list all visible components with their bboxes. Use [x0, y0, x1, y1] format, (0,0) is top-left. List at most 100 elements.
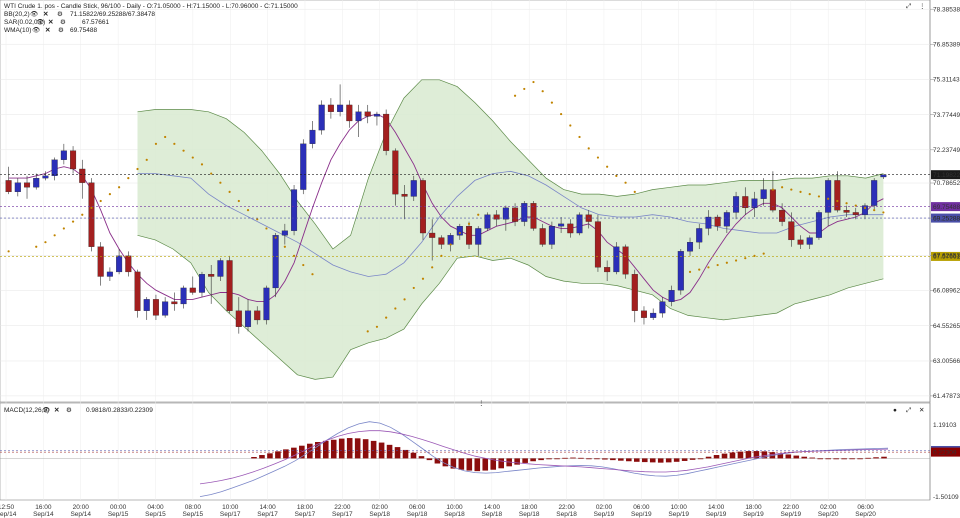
bollinger-lower-line [137, 234, 884, 380]
x-tick-time: 02:00 [372, 504, 389, 511]
macd-histogram-bar [737, 451, 744, 459]
price-level-label: 69.75488 [933, 204, 960, 211]
gear-icon[interactable]: ⚙ [60, 18, 66, 26]
panel-resize-handle[interactable]: ⋮ [478, 400, 485, 407]
sar-dot [283, 245, 286, 248]
price-axis: 78.38538 76.85389 75.31143 73.77449 72.23749… [930, 6, 960, 501]
sar-dot [35, 245, 38, 248]
candle-body [24, 182, 31, 188]
sar-dot [145, 158, 148, 161]
candle-body [447, 235, 454, 245]
candle-body [42, 175, 49, 179]
sar-dot [541, 90, 544, 93]
macd-histogram-bar [490, 458, 497, 470]
main-panel-controls: ⤢ ⋮ [906, 3, 926, 10]
eye-icon[interactable]: 👁 [36, 18, 45, 26]
gear-icon[interactable]: ⚙ [66, 406, 72, 414]
candle-body [245, 310, 252, 327]
close-icon[interactable]: ✕ [919, 407, 924, 414]
y-tick-label: 70.78652 [933, 180, 960, 187]
gear-icon[interactable]: ⚙ [57, 10, 63, 18]
macd-histogram-bar [833, 458, 839, 460]
macd-histogram-bar [777, 453, 784, 459]
indicator-label: WMA(10) [4, 27, 31, 34]
x-tick-date: Sep/18 [444, 511, 465, 518]
close-icon[interactable]: ✕ [48, 19, 54, 26]
macd-histogram-bar [434, 458, 441, 464]
sar-dot [560, 112, 563, 116]
macd-histogram-bar [801, 456, 808, 459]
x-tick-time: 02:00 [820, 504, 837, 511]
chart-header: WTI Crude 1. pos - Candle Stick, 96/100 … [4, 3, 298, 34]
gear-icon[interactable]: ⚙ [58, 26, 64, 34]
close-icon[interactable]: ✕ [54, 407, 60, 414]
menu-icon[interactable]: ⋮ [919, 3, 926, 10]
candle-body [797, 239, 804, 245]
sar-dot [716, 263, 719, 267]
y-tick-label: 67.62653 [933, 252, 960, 259]
close-icon[interactable]: ✕ [45, 27, 51, 34]
current-price-label: 71.19822 [933, 172, 960, 179]
macd-histogram-bar [857, 458, 863, 460]
x-tick-time: 10:00 [222, 504, 239, 511]
candle-body [309, 129, 316, 144]
macd-histogram-bar [530, 458, 536, 462]
y-tick-label: 78.38538 [933, 6, 960, 13]
x-tick-time: 22:00 [558, 504, 575, 511]
close-icon[interactable]: ✕ [43, 11, 49, 18]
macd-signal-line [199, 430, 889, 485]
x-tick-time: 02:00 [596, 504, 613, 511]
candle-body [466, 226, 473, 245]
macd-histogram-bar [466, 458, 473, 471]
sar-dot [7, 250, 10, 253]
sar-dot [136, 167, 139, 171]
macd-histogram-bar [418, 456, 425, 459]
expand-icon[interactable]: ⤢ [906, 407, 912, 414]
macd-histogram-bar [657, 458, 664, 463]
candle-body [769, 189, 776, 211]
sar-dot [707, 266, 710, 269]
candle-body [97, 246, 104, 277]
expand-icon[interactable]: ⤢ [906, 3, 912, 10]
candle-body [79, 168, 86, 183]
eye-icon[interactable]: 👁 [42, 406, 51, 414]
eye-icon[interactable]: 👁 [30, 10, 39, 18]
macd-histogram-bar [578, 457, 584, 459]
sar-dot [817, 195, 821, 198]
current-price-tag [931, 170, 960, 180]
candle-body [779, 209, 786, 222]
macd-label: MACD(12,26,9) [4, 407, 49, 414]
macd-histogram-bar [338, 438, 345, 459]
sar-dot [863, 206, 867, 209]
candle-body [843, 209, 850, 213]
sar-dot [467, 222, 471, 225]
indicator-values: 67.57661 [82, 19, 109, 26]
candle-body [733, 196, 740, 213]
x-tick-time: 22:00 [334, 504, 351, 511]
candle-body [502, 207, 509, 220]
candle-body [401, 193, 408, 197]
candle-body [548, 226, 555, 245]
sar-dot [854, 204, 857, 207]
macd-histogram-bar [514, 458, 520, 465]
bollinger-upper-line [137, 79, 884, 250]
x-tick-date: Sep/17 [220, 511, 241, 518]
macd-histogram-bar [697, 458, 704, 460]
sar-dot [615, 174, 618, 177]
sar-dot [477, 213, 480, 216]
sar-dot [246, 209, 250, 212]
x-tick-date: Sep/17 [295, 511, 316, 518]
macd-histogram-bar [841, 458, 847, 460]
macd-histogram-bar [330, 439, 337, 459]
sar-dot [81, 213, 84, 216]
eye-icon[interactable]: 👁 [32, 26, 41, 34]
dot-icon[interactable]: ● [893, 407, 897, 414]
x-tick-date: Sep/14 [33, 511, 54, 518]
macd-histogram-bar [498, 458, 505, 469]
macd-histogram-bar [474, 458, 481, 472]
candle-body [88, 182, 95, 247]
macd-histogram-bar [681, 458, 688, 461]
sar-dot [633, 190, 636, 193]
candle-body [300, 143, 307, 190]
sar-dot [228, 190, 231, 193]
